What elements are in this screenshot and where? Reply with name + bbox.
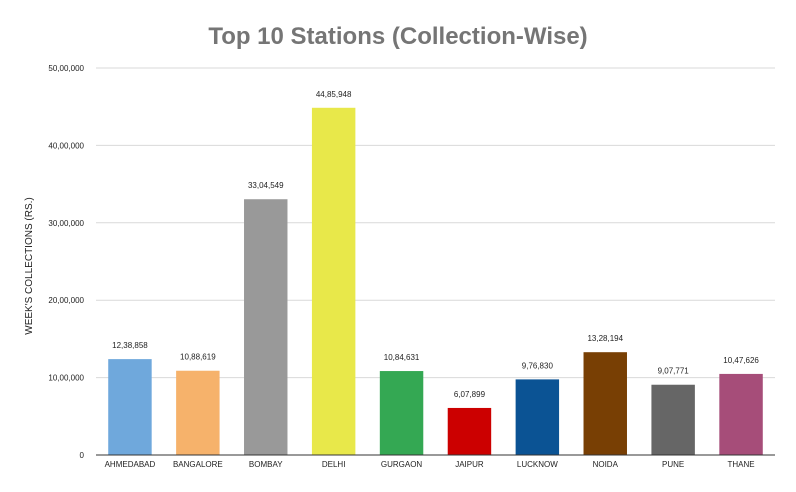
x-tick-label-bangalore: BANGALORE (173, 460, 223, 469)
x-tick-label-delhi: DELHI (322, 460, 346, 469)
data-label-noida: 13,28,194 (587, 334, 623, 343)
x-tick-label-ahmedabad: AHMEDABAD (105, 460, 156, 469)
x-axis-ticks: AHMEDABAD BANGALORE BOMBAY DELHI GURGAON JAIP… (105, 460, 755, 469)
bar-jaipur (447, 407, 492, 455)
y-tick-label: 50,00,000 (48, 64, 84, 73)
bar-bangalore (176, 370, 220, 455)
x-tick-label-noida: NOIDA (593, 460, 619, 469)
x-tick-label-thane: THANE (727, 460, 754, 469)
data-label-thane: 10,47,626 (723, 356, 759, 365)
y-tick-label: 0 (80, 451, 85, 460)
bars (108, 107, 763, 455)
y-tick-label: 20,00,000 (48, 296, 84, 305)
x-tick-label-lucknow: LUCKNOW (517, 460, 558, 469)
bar-thane (719, 373, 763, 455)
data-label-gurgaon: 10,84,631 (384, 353, 420, 362)
bar-delhi (311, 107, 356, 455)
bar-gurgaon (379, 371, 424, 455)
data-label-bangalore: 10,88,619 (180, 353, 216, 362)
y-tick-label: 10,00,000 (48, 374, 84, 383)
data-label-ahmedabad: 12,38,858 (112, 341, 148, 350)
data-label-delhi: 44,85,948 (316, 90, 352, 99)
x-tick-label-bombay: BOMBAY (249, 460, 283, 469)
y-tick-label: 40,00,000 (48, 141, 84, 150)
gridlines (96, 67, 775, 379)
y-axis-label: WEEK'S COLLECTIONS (RS.) (24, 197, 35, 335)
chart-title: Top 10 Stations (Collection-Wise) (208, 23, 587, 50)
bar-ahmedabad (108, 359, 152, 455)
data-labels: 12,38,858 10,88,619 33,04,549 44,85,948 10,8… (112, 90, 759, 399)
bar-bombay (244, 199, 288, 455)
data-label-pune: 9,07,771 (658, 367, 690, 376)
data-label-lucknow: 9,76,830 (522, 361, 554, 370)
bar-lucknow (515, 379, 560, 455)
x-tick-label-jaipur: JAIPUR (455, 460, 484, 469)
x-tick-label-pune: PUNE (662, 460, 684, 469)
data-label-jaipur: 6,07,899 (454, 390, 486, 399)
bar-noida (583, 352, 627, 455)
data-label-bombay: 33,04,549 (248, 181, 284, 190)
bar-pune (651, 384, 695, 455)
y-tick-label: 30,00,000 (48, 219, 84, 228)
x-tick-label-gurgaon: GURGAON (381, 460, 423, 469)
y-axis-ticks: 0 10,00,000 20,00,000 30,00,000 40,00,000 50,… (48, 64, 84, 460)
